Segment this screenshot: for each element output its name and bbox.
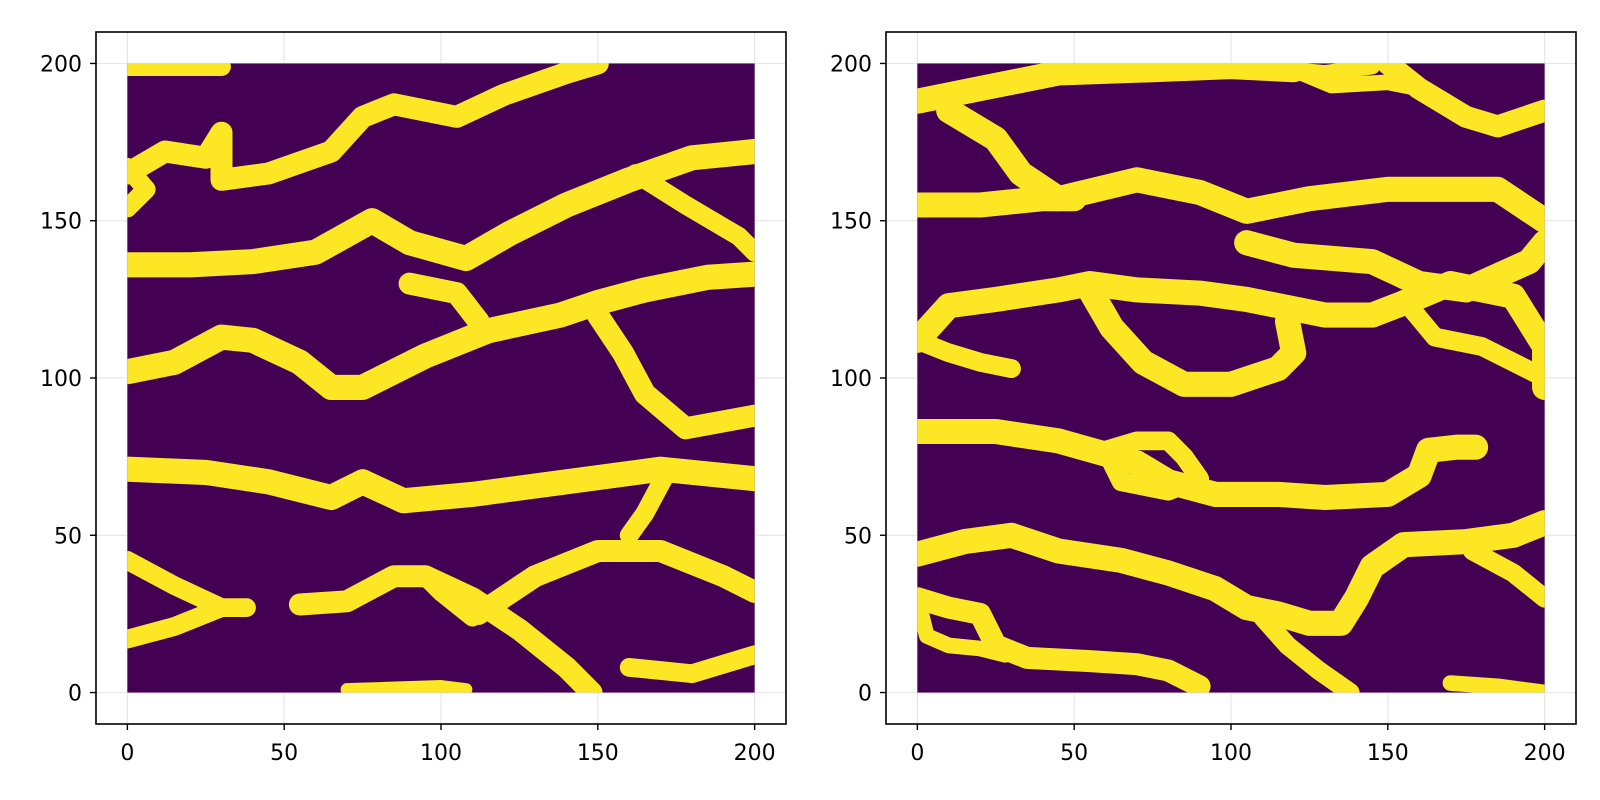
heatmap-channel-17 [340,680,473,693]
x-tick-label: 100 [420,741,462,766]
y-tick-label: 50 [844,524,872,549]
heatmap-channel-14 [917,587,1211,693]
heatmap-channel-15 [514,624,572,673]
x-tick-label: 0 [120,741,134,766]
y-tick-label: 200 [40,52,82,77]
heatmap-channel-1 [127,63,609,191]
heatmap-channel-5 [917,186,1087,218]
x-tick-label: 200 [734,741,776,766]
heatmap-channel-4 [936,98,1545,234]
y-tick-label: 0 [858,682,872,707]
heatmap-channel-9 [619,463,677,545]
heatmap-channel-9 [1077,277,1307,397]
y-tick-label: 150 [830,210,872,235]
x-tick-label: 200 [1524,741,1566,766]
y-tick-label: 200 [830,52,872,77]
heatmap-channel-10 [127,551,256,617]
heatmap-channel-16 [1253,607,1360,693]
heatmap-channel-11 [127,598,231,649]
heatmap-channel-7 [586,304,755,440]
x-tick-label: 0 [910,741,924,766]
heatmap-channel-18 [1442,675,1545,693]
y-tick-label: 0 [68,682,82,707]
heatmap-channel-17 [1463,541,1545,608]
x-tick-label: 100 [1210,741,1252,766]
heatmap-channel-2 [127,157,156,218]
heatmap-channel-13 [917,510,1545,636]
heatmap-channel-7 [917,271,1545,400]
heatmap-channel-12 [1096,431,1209,501]
heatmap-panel-left: 0 50 100 150 200 0 50 100 150 200 [40,31,787,766]
y-tick-label: 100 [830,367,872,392]
heatmap-channel-15 [917,590,1014,663]
heatmap-channel-3 [1285,63,1428,97]
heatmap-channel-8 [917,330,1021,378]
x-tick-label: 50 [1060,741,1088,766]
heatmap-channel-0 [917,63,1307,114]
heatmap-channel-11 [917,418,1489,511]
heatmap-channel-14 [415,566,482,627]
x-tick-label: 50 [270,741,298,766]
y-tick-label: 50 [54,524,82,549]
heatmap-channel-10 [1394,290,1545,388]
heatmap-channel-6 [127,261,755,400]
heatmap-channel-8 [127,456,755,514]
heatmap-panel-right: 0 50 100 150 200 0 50 100 150 200 [830,31,1577,766]
heatmap-channel-13 [467,540,755,625]
heatmap-channel-16 [619,645,755,684]
x-tick-label: 150 [577,741,619,766]
heatmap-channel-4 [626,164,755,262]
y-tick-label: 150 [40,210,82,235]
x-tick-label: 150 [1367,741,1409,766]
y-tick-label: 100 [40,367,82,392]
heatmap-channel-5 [398,272,490,333]
